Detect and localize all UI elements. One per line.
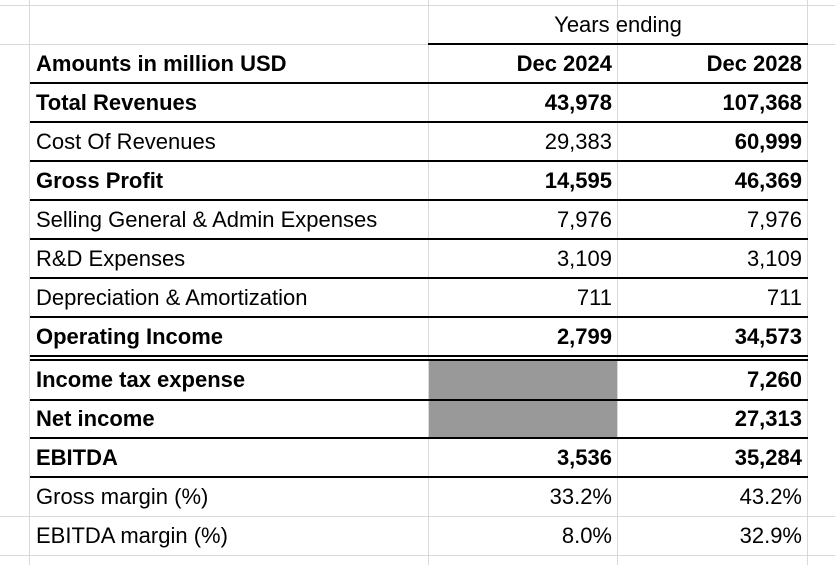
row-label: Gross Profit — [36, 167, 164, 193]
row-value-2024: 3,536 — [556, 444, 612, 470]
row-value-2028: 60,999 — [734, 128, 802, 154]
row-label: Total Revenues — [36, 89, 197, 115]
row-value-2024: 8.0% — [561, 523, 612, 548]
border-line — [30, 82, 808, 84]
row-value-2028: 32.9% — [739, 523, 802, 548]
row-value-2028: 3,109 — [746, 245, 802, 271]
row-value-2028: 43.2% — [739, 484, 802, 509]
row-label: Operating Income — [36, 323, 224, 349]
border-line — [30, 355, 808, 357]
gridline — [0, 5, 835, 6]
column-header-dec-2028: Dec 2028 — [706, 50, 802, 76]
row-label: Depreciation & Amortization — [36, 284, 308, 310]
border-line — [30, 160, 808, 162]
row-value-2028: 711 — [766, 284, 802, 310]
row-value-2024: 3,109 — [556, 245, 612, 271]
table-row: Net income 27,313 — [0, 401, 835, 437]
table-row: Gross margin (%) 33.2% 43.2% — [0, 478, 835, 516]
row-value-2024 — [428, 361, 618, 399]
border-line — [30, 476, 808, 478]
row-value-2024: 14,595 — [544, 167, 612, 193]
gridline — [29, 0, 30, 565]
table-row: Gross Profit 14,595 46,369 — [0, 162, 835, 199]
blank-gray-cell — [429, 361, 617, 399]
border-line — [30, 199, 808, 201]
row-label: Net income — [36, 406, 155, 431]
row-value-2024: 29,383 — [544, 128, 612, 154]
gridline — [0, 44, 835, 45]
border-line — [30, 399, 808, 401]
gridline — [0, 516, 835, 517]
border-line — [30, 277, 808, 279]
row-value-2028: 27,313 — [734, 406, 802, 431]
row-value-2028: 34,573 — [734, 323, 802, 349]
row-value-2028: 35,284 — [734, 444, 802, 470]
gridline — [617, 0, 618, 565]
column-header-dec-2024: Dec 2024 — [516, 50, 612, 76]
row-value-2024 — [428, 401, 618, 437]
row-label: EBITDA margin (%) — [36, 523, 228, 548]
border-line — [30, 121, 808, 123]
gridline — [428, 0, 429, 565]
gridline — [0, 555, 835, 556]
header-group-row: Years ending — [0, 6, 835, 44]
row-label: Cost Of Revenues — [36, 128, 216, 154]
border-line — [428, 43, 808, 45]
gridline — [807, 0, 808, 565]
header-columns-row: Amounts in million USD Dec 2024 Dec 2028 — [0, 45, 835, 82]
border-line — [30, 359, 808, 361]
row-value-2024: 7,976 — [556, 206, 612, 232]
amounts-label: Amounts in million USD — [36, 50, 287, 76]
row-value-2024: 711 — [576, 284, 612, 310]
blank-gray-cell — [429, 401, 617, 437]
table-row: Operating Income 2,799 34,573 — [0, 318, 835, 355]
table-row: EBITDA 3,536 35,284 — [0, 439, 835, 476]
border-line — [30, 316, 808, 318]
table-row: EBITDA margin (%) 8.0% 32.9% — [0, 517, 835, 555]
row-value-2028: 46,369 — [734, 167, 802, 193]
row-label: R&D Expenses — [36, 245, 186, 271]
row-value-2028: 107,368 — [722, 89, 802, 115]
row-value-2028: 7,976 — [746, 206, 802, 232]
border-line — [30, 238, 808, 240]
years-ending-header: Years ending — [554, 12, 682, 37]
row-value-2024: 2,799 — [556, 323, 612, 349]
row-value-2024: 43,978 — [544, 89, 612, 115]
row-value-2028: 7,260 — [746, 367, 802, 392]
border-line — [30, 437, 808, 439]
table-row: Total Revenues 43,978 107,368 — [0, 84, 835, 121]
row-label: Income tax expense — [36, 367, 246, 392]
row-label: EBITDA — [36, 444, 118, 470]
row-value-2024: 33.2% — [549, 484, 612, 509]
row-label: Gross margin (%) — [36, 484, 209, 509]
table-row: Income tax expense 7,260 — [0, 361, 835, 399]
table-row: Selling General & Admin Expenses 7,976 7… — [0, 201, 835, 238]
table-row: Cost Of Revenues 29,383 60,999 — [0, 123, 835, 160]
table-row: R&D Expenses 3,109 3,109 — [0, 240, 835, 277]
table-row: Depreciation & Amortization 711 711 — [0, 279, 835, 316]
row-label: Selling General & Admin Expenses — [36, 206, 378, 232]
